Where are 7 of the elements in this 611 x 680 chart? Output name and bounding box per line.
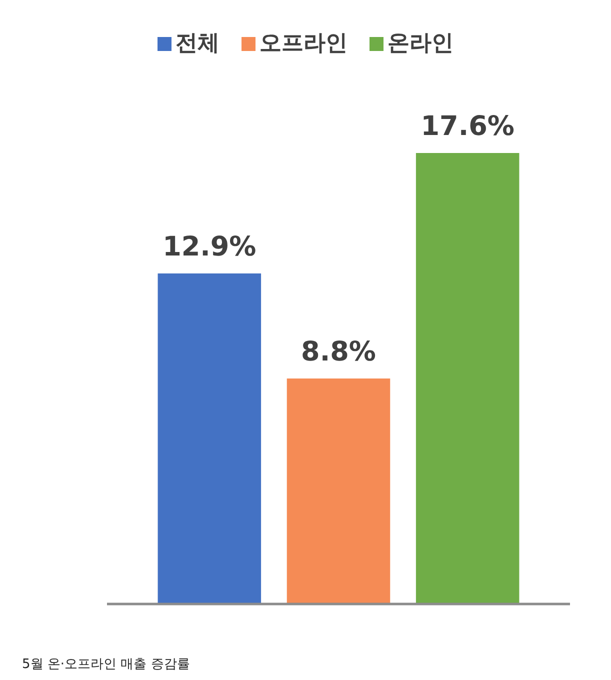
legend-label: 온라인 [388,31,454,56]
data-label: 12.9% [162,231,256,262]
legend-label: 전체 [176,31,220,56]
text: 5월 온·오프라인 매출 증감률 [22,657,190,672]
legend-label: 오프라인 [260,31,348,56]
data-label: 17.6% [420,111,514,142]
data-label: 8.8% [301,336,376,368]
